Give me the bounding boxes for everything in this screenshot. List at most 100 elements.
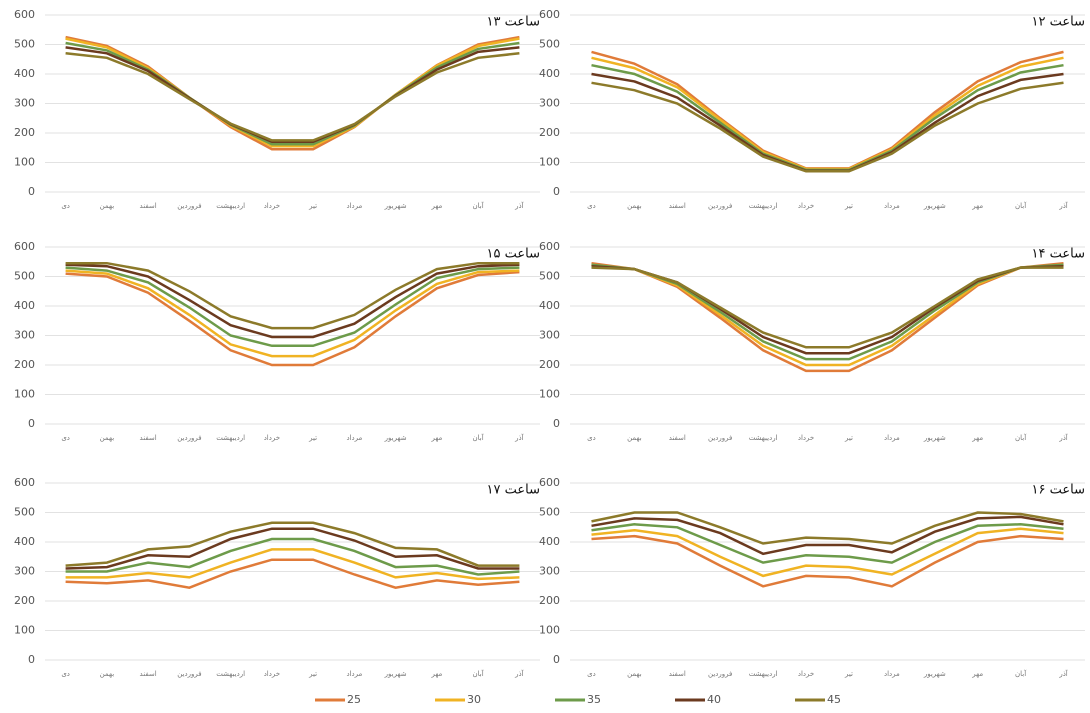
legend-label: 25 xyxy=(347,693,361,706)
y-tick-label: 200 xyxy=(539,126,560,139)
x-tick-label: آذر xyxy=(514,433,524,442)
x-tick-label: آبان xyxy=(1015,201,1027,210)
x-tick-label: دی xyxy=(61,202,70,210)
y-tick-label: 200 xyxy=(539,358,560,371)
x-tick-label: اسفند xyxy=(669,434,686,442)
x-tick-label: مرداد xyxy=(884,202,900,210)
x-tick-label: بهمن xyxy=(627,202,642,210)
y-tick-label: 100 xyxy=(14,156,35,169)
chart-title: ساعت ۱۲ xyxy=(1032,15,1085,30)
y-tick-label: 500 xyxy=(539,38,560,51)
y-tick-label: 100 xyxy=(539,388,560,401)
x-tick-label: آذر xyxy=(1058,201,1068,210)
y-tick-label: 100 xyxy=(539,624,560,637)
x-tick-label: شهریور xyxy=(923,434,946,442)
series-line xyxy=(592,524,1064,562)
y-tick-label: 500 xyxy=(539,270,560,283)
chart-title: ساعت ۱۶ xyxy=(1032,483,1085,498)
x-tick-label: مهر xyxy=(971,202,983,210)
x-tick-label: تیر xyxy=(844,434,853,442)
y-tick-label: 600 xyxy=(539,8,560,21)
series-line xyxy=(592,517,1064,554)
x-tick-label: تیر xyxy=(844,202,853,210)
x-tick-label: بهمن xyxy=(627,434,642,442)
y-tick-label: 300 xyxy=(539,97,560,110)
x-tick-label: بهمن xyxy=(100,434,115,442)
x-tick-label: دی xyxy=(61,434,70,442)
y-tick-label: 100 xyxy=(539,156,560,169)
series-line xyxy=(66,272,520,365)
y-tick-label: 100 xyxy=(14,624,35,637)
x-tick-label: شهریور xyxy=(384,202,407,210)
chart-title: ساعت ۱۳ xyxy=(487,15,540,30)
x-tick-label: خرداد xyxy=(798,434,814,442)
y-tick-label: 300 xyxy=(14,565,35,578)
y-tick-label: 600 xyxy=(14,8,35,21)
y-tick-label: 300 xyxy=(14,329,35,342)
y-tick-label: 300 xyxy=(14,97,35,110)
y-tick-label: 400 xyxy=(539,67,560,80)
x-tick-label: مهر xyxy=(971,434,983,442)
y-tick-label: 600 xyxy=(14,240,35,253)
x-tick-label: بهمن xyxy=(627,670,642,678)
y-tick-label: 500 xyxy=(14,506,35,519)
figure: 0100200300400500600دیبهمناسفندفروردینارد… xyxy=(0,0,1090,713)
y-tick-label: 500 xyxy=(539,506,560,519)
x-tick-label: مهر xyxy=(430,670,442,678)
x-tick-label: شهریور xyxy=(923,670,946,678)
series-line xyxy=(66,53,520,140)
series-line xyxy=(592,83,1064,172)
y-tick-label: 500 xyxy=(14,38,35,51)
x-tick-label: دی xyxy=(587,434,596,442)
series-line xyxy=(592,52,1064,168)
x-tick-label: فروردین xyxy=(177,434,201,442)
y-tick-label: 200 xyxy=(14,594,35,607)
x-tick-label: شهریور xyxy=(384,434,407,442)
x-tick-label: مرداد xyxy=(884,670,900,678)
chart-title: ساعت ۱۵ xyxy=(487,247,540,262)
series-line xyxy=(592,74,1064,171)
y-tick-label: 600 xyxy=(539,240,560,253)
x-tick-label: خرداد xyxy=(264,670,280,678)
y-tick-label: 0 xyxy=(553,417,560,430)
series-line xyxy=(66,539,520,575)
legend-label: 30 xyxy=(467,693,481,706)
x-tick-label: فروردین xyxy=(177,670,201,678)
series-line xyxy=(66,39,520,147)
page: {"chart_data": [ {"type": "line", "title… xyxy=(0,0,1090,713)
series-line xyxy=(592,536,1064,586)
legend-label: 40 xyxy=(707,693,721,706)
x-tick-label: تیر xyxy=(308,202,317,210)
x-tick-label: دی xyxy=(587,202,596,210)
x-tick-label: اردیبهشت xyxy=(749,434,778,442)
y-tick-label: 200 xyxy=(539,594,560,607)
y-tick-label: 600 xyxy=(14,476,35,489)
x-tick-label: فروردین xyxy=(708,670,732,678)
y-tick-label: 0 xyxy=(28,417,35,430)
y-tick-label: 0 xyxy=(28,185,35,198)
x-tick-label: خرداد xyxy=(798,670,814,678)
x-tick-label: مرداد xyxy=(346,434,362,442)
x-tick-label: فروردین xyxy=(177,202,201,210)
x-tick-label: شهریور xyxy=(384,670,407,678)
x-tick-label: مهر xyxy=(430,202,442,210)
x-tick-label: خرداد xyxy=(264,434,280,442)
x-tick-label: بهمن xyxy=(100,670,115,678)
x-tick-label: آبان xyxy=(473,433,485,442)
y-tick-label: 400 xyxy=(14,67,35,80)
x-tick-label: فروردین xyxy=(708,202,732,210)
x-tick-label: اردیبهشت xyxy=(216,434,245,442)
legend-label: 35 xyxy=(587,693,601,706)
x-tick-label: مهر xyxy=(430,434,442,442)
y-tick-label: 600 xyxy=(539,476,560,489)
y-tick-label: 500 xyxy=(14,270,35,283)
x-tick-label: فروردین xyxy=(708,434,732,442)
x-tick-label: مرداد xyxy=(884,434,900,442)
x-tick-label: آبان xyxy=(1015,433,1027,442)
y-tick-label: 0 xyxy=(553,185,560,198)
y-tick-label: 300 xyxy=(539,565,560,578)
chart-title: ساعت ۱۷ xyxy=(487,483,540,498)
x-tick-label: آبان xyxy=(473,201,485,210)
y-tick-label: 0 xyxy=(28,653,35,666)
x-tick-label: آبان xyxy=(1015,669,1027,678)
